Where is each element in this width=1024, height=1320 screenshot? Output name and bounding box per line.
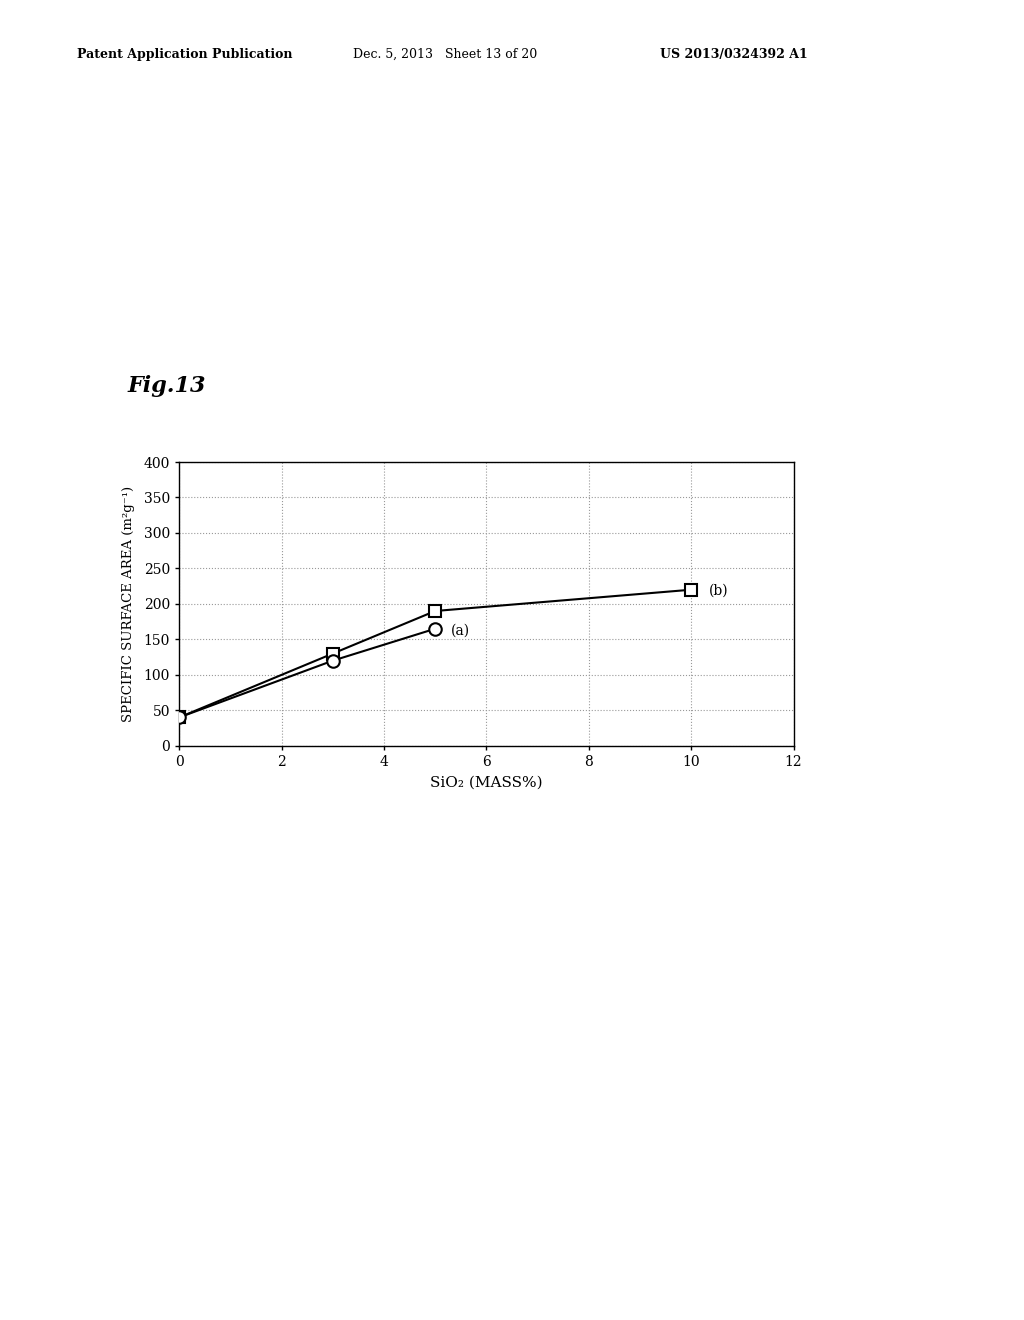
Text: Dec. 5, 2013   Sheet 13 of 20: Dec. 5, 2013 Sheet 13 of 20 bbox=[353, 48, 538, 61]
X-axis label: SiO₂ (MASS%): SiO₂ (MASS%) bbox=[430, 776, 543, 789]
Text: Patent Application Publication: Patent Application Publication bbox=[77, 48, 292, 61]
Text: US 2013/0324392 A1: US 2013/0324392 A1 bbox=[660, 48, 808, 61]
Text: (b): (b) bbox=[709, 585, 729, 598]
Text: (a): (a) bbox=[451, 624, 470, 638]
Y-axis label: SPECIFIC SURFACE AREA (m²g⁻¹): SPECIFIC SURFACE AREA (m²g⁻¹) bbox=[123, 486, 135, 722]
Text: Fig.13: Fig.13 bbox=[128, 375, 207, 397]
